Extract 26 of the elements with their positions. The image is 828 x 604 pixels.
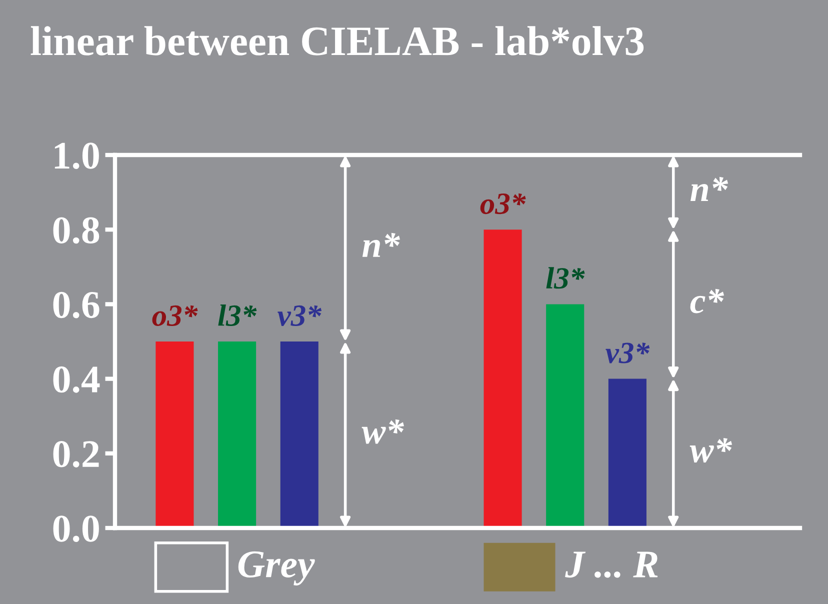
- annotation: w*: [362, 419, 404, 444]
- annotation: n*: [690, 176, 728, 201]
- bar: [608, 378, 646, 528]
- y-tick-label: 0.6: [53, 292, 100, 318]
- annotation: c*: [690, 288, 724, 314]
- series-label: v3*: [278, 305, 322, 326]
- annotation: w*: [690, 438, 732, 462]
- y-tick-label: 0.0: [53, 516, 99, 542]
- bar: [280, 342, 318, 528]
- chart-title: linear between CIELAB - lab*olv3: [30, 26, 644, 56]
- y-tick-label: 1.0: [54, 142, 99, 170]
- x-tick-label: J ... R: [565, 552, 658, 578]
- series-label: l3*: [218, 304, 257, 326]
- bar: [546, 304, 584, 528]
- text: v3*: [606, 342, 650, 364]
- bar: [156, 342, 194, 528]
- text: l3*: [546, 267, 585, 289]
- x-tick-label: Grey: [238, 551, 315, 586]
- text: o3*: [480, 193, 526, 214]
- bar: [484, 230, 522, 528]
- bar: [218, 342, 256, 528]
- y-tick-label: 0.8: [53, 217, 100, 244]
- series-label: o3*: [152, 305, 198, 326]
- y-tick-label: 0.4: [53, 366, 100, 393]
- annotation: n*: [362, 232, 400, 257]
- y-tick-label: 0.2: [53, 441, 99, 468]
